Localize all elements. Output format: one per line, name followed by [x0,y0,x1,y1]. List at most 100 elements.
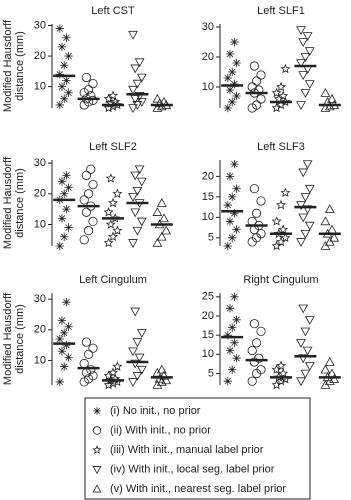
data-point [302,346,313,356]
data-point [88,95,98,105]
data-point [79,358,89,369]
data-point [225,49,235,59]
data-point [232,353,241,363]
data-point [276,81,286,92]
data-point [276,99,286,110]
data-point [84,349,94,359]
panel-title: Left SLF1 [257,5,305,17]
data-point [55,334,64,344]
data-point [230,37,239,47]
data-point [108,197,118,208]
data-point [103,237,114,248]
data-point [228,67,237,77]
data-point [84,189,94,199]
data-point [298,168,309,178]
data-point [271,102,282,113]
data-point [223,330,232,340]
data-point [55,241,64,251]
panel-title: Left SLF2 [89,141,137,153]
data-point [130,359,141,369]
y-tick-label: 30 [34,157,46,169]
y-tick-label: 10 [202,81,214,93]
data-point [256,94,266,104]
y-tick-label: 10 [202,348,214,360]
data-point [152,379,163,389]
data-point [152,367,163,377]
data-point [256,196,266,206]
data-point [108,378,118,388]
data-point [57,42,67,52]
legend-label: (iii) With init., manual label prior [110,444,264,456]
data-point [136,217,147,227]
data-point [156,376,167,386]
data-point [112,99,123,110]
data-point [128,378,138,387]
data-point [252,100,262,110]
legend-label: (i) No init., no prior [110,405,201,417]
data-point [64,51,73,61]
data-point [271,216,282,226]
data-point [132,186,143,196]
data-point [298,304,309,314]
data-point [280,63,291,74]
panel-title: Left Cingulum [79,274,147,286]
y-tick-label: 15 [202,329,214,341]
data-point [62,340,71,350]
data-point [159,370,169,380]
data-point [320,216,331,226]
data-point [130,208,141,218]
data-point [108,367,118,377]
y-tick-label: 25 [202,291,214,303]
data-point [161,375,172,385]
data-point [132,338,143,348]
data-point [103,102,114,113]
data-point [230,209,239,218]
y-axis-label: Modified Hausdorff [2,292,14,385]
data-point [230,292,239,302]
data-point [300,193,311,202]
y-tick-label: 10 [34,218,46,230]
data-point [81,170,92,180]
data-point [228,97,237,107]
data-point [256,365,266,375]
data-point [86,164,96,174]
data-point [278,90,289,101]
data-point [327,93,337,103]
data-point [128,239,138,248]
data-point [156,231,167,241]
y-axis-label: distance (mm) [14,31,26,101]
data-point [298,71,309,81]
legend-marker [92,466,102,475]
y-tick-label: 5 [208,232,214,244]
data-point [108,90,118,101]
data-point [136,329,147,338]
data-point [64,322,73,331]
data-point [225,172,235,181]
data-point [62,204,71,214]
data-point [152,207,163,216]
data-point [298,38,309,48]
data-point [232,91,241,101]
data-point [223,103,232,113]
data-point [247,82,257,92]
data-point [103,206,114,217]
data-point [232,225,241,234]
y-axis-label: distance (mm) [14,304,26,374]
data-point [62,171,71,180]
data-point [108,231,118,242]
legend-marker [92,426,102,435]
data-point [159,213,169,223]
data-point [280,232,291,243]
data-point [252,76,262,86]
panel-title: Left SLF3 [257,141,305,153]
legend-box [84,397,311,500]
data-point [81,207,92,217]
data-point [110,213,121,223]
y-tick-label: 10 [202,211,214,223]
data-point [276,199,286,210]
data-point [57,347,67,356]
y-tick-label: 30 [202,21,214,33]
y-axis-label: distance (mm) [14,168,26,238]
data-point [225,85,235,95]
data-point [136,365,147,375]
